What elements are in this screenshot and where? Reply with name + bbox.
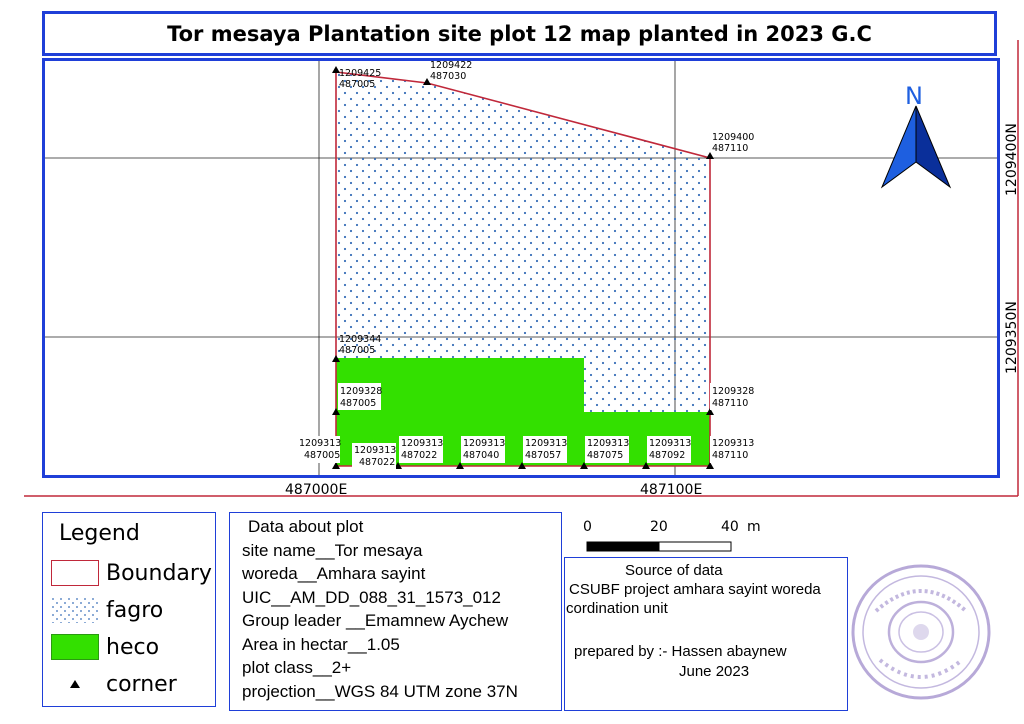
map-title-box: Tor mesaya Plantation site plot 12 map p… (42, 11, 997, 56)
corner-label: 1209313 487110 (712, 438, 754, 461)
source-line1: CSUBF project amhara sayint woreda (569, 581, 821, 598)
corner-label: 1209422 487030 (430, 60, 472, 82)
plot-info-line: plot class__2+ (242, 658, 352, 677)
corner-marker (706, 408, 714, 415)
plot-info-line: projection__WGS 84 UTM zone 37N (242, 681, 518, 701)
corner-marker (332, 408, 340, 415)
legend-panel: Legend Boundary fagro heco corner (42, 512, 216, 707)
corner-label: 1209425 487005 (339, 68, 381, 90)
corner-marker (423, 78, 431, 85)
official-stamp-icon (851, 564, 991, 700)
corner-label: 1209313 487040 (463, 438, 505, 461)
scale-bar: 0 20 40 m (583, 519, 761, 552)
corner-marker (706, 462, 714, 469)
corner-label: 1209313 487022 (354, 445, 396, 468)
corner-marker (456, 462, 464, 469)
legend-label-fagro: fagro (106, 598, 164, 623)
source-panel: Source of data CSUBF project amhara sayi… (564, 557, 848, 711)
corner-marker (642, 462, 650, 469)
scale-tick-label: 20 (650, 519, 668, 535)
corner-label: 1209328 487005 (340, 386, 382, 409)
grid-x-label: 487000E (285, 482, 347, 498)
corner-marker (580, 462, 588, 469)
prepared-by: prepared by :- Hassen abaynew (574, 643, 787, 660)
prepared-date: June 2023 (679, 663, 750, 680)
fagro-swatch (51, 597, 99, 623)
plot-info-line: site name__Tor mesaya (242, 540, 423, 560)
boundary-swatch (51, 560, 99, 586)
plot-info-line: woreda__Amhara sayint (242, 564, 426, 583)
corner-label: 1209344 487005 (339, 334, 381, 356)
plot-info-line: Area in hectar__1.05 (242, 634, 400, 654)
corner-label: 1209313 487005 (299, 438, 341, 461)
legend-label-corner: corner (106, 672, 177, 697)
grid-y-label: 1209400N (1004, 123, 1020, 196)
plot-info-line: Group leader __Emamnew Aychew (242, 611, 509, 630)
source-line2: cordination unit (566, 600, 668, 617)
corner-marker (332, 355, 340, 362)
corner-icon (70, 680, 80, 688)
corner-labels-boxed: 1209328 487005 1209328 487110 1209313 48700… (297, 383, 754, 469)
scale-tick-label: 0 (583, 519, 592, 535)
corner-label: 1209328 487110 (712, 386, 754, 409)
corner-marker (332, 462, 340, 469)
scale-unit: m (747, 519, 761, 535)
corner-label: 1209313 487057 (525, 438, 567, 461)
map-title: Tor mesaya Plantation site plot 12 map p… (167, 21, 872, 46)
north-arrow-icon: N (880, 82, 952, 189)
corner-marker (706, 152, 714, 159)
legend-label-heco: heco (106, 635, 160, 660)
corner-label: 1209313 487075 (587, 438, 629, 461)
grid-y-label: 1209350N (1004, 301, 1020, 374)
north-label: N (905, 82, 923, 110)
plot-info-title: Data about plot (248, 517, 364, 536)
source-title: Source of data (625, 562, 723, 579)
corner-marker (518, 462, 526, 469)
plot-boundary (335, 71, 711, 467)
heco-swatch (51, 634, 99, 660)
corner-label: 1209313 487022 (401, 438, 443, 461)
corner-labels: 1209425 487005 1209422 487030 1209400 48711… (339, 60, 754, 356)
corner-label: 1209400 487110 (712, 132, 754, 154)
corner-label: 1209313 487092 (649, 438, 691, 461)
grid-x-label: 487100E (640, 482, 702, 498)
map-frame (42, 58, 1000, 478)
plot-info-panel: Data about plot site name__Tor mesaya wo… (229, 512, 562, 711)
scale-tick-label: 40 (721, 519, 739, 535)
plot-info-line: UIC__AM_DD_088_31_1573_012 (242, 587, 501, 607)
corner-marker (332, 66, 340, 73)
legend-title: Legend (59, 521, 140, 546)
legend-label-boundary: Boundary (106, 561, 212, 586)
